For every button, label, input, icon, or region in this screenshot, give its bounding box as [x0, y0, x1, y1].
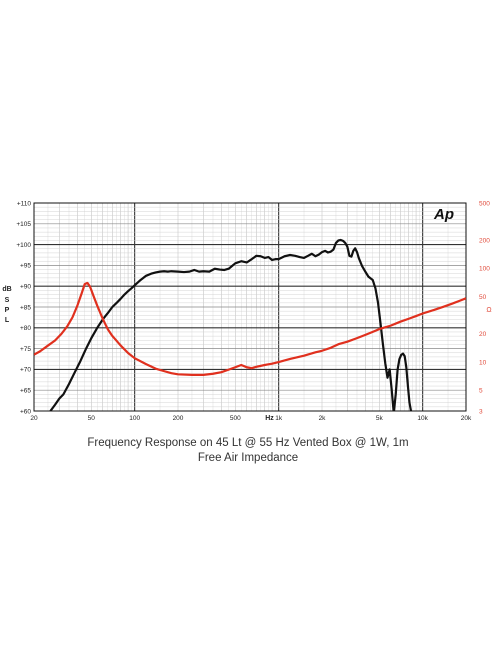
right-tick-label: 200 [479, 238, 490, 245]
caption-line-2: Free Air Impedance [197, 452, 299, 464]
caption-line-1: Frequency Response on 45 Lt @ 55 Hz Vent… [87, 437, 409, 449]
axis-labels: Hz dB SPL Ω [2, 286, 491, 422]
left-tick-label: +85 [20, 304, 31, 311]
right-tick-label: 500 [479, 200, 490, 207]
left-tick-label: +105 [16, 221, 31, 228]
y-axis-label-left-char: S [5, 297, 10, 304]
x-tick-label: 50 [88, 415, 96, 422]
x-axis-label: Hz [265, 415, 274, 422]
x-tick-label: 200 [173, 415, 184, 422]
series-group [34, 238, 466, 411]
left-tick-label: +90 [20, 284, 31, 291]
x-tick-label: 2k [319, 415, 327, 422]
left-tick-label: +95 [20, 263, 31, 270]
y-axis-label-left-char: P [5, 307, 10, 314]
left-tick-label: +65 [20, 388, 31, 395]
right-tick-label: 3 [479, 408, 483, 415]
right-tick-label: 20 [479, 331, 487, 338]
y-axis-label-left: dB [2, 286, 11, 293]
right-tick-label: 10 [479, 359, 487, 366]
right-axis-ticks: 3 5 10 20 50 100 200 500 [479, 200, 490, 415]
x-tick-label: 5k [376, 415, 384, 422]
x-tick-label: 20k [461, 415, 472, 422]
y-axis-label-left-char: L [5, 317, 10, 324]
x-tick-label: 1k [275, 415, 283, 422]
left-tick-label: +60 [20, 408, 31, 415]
right-tick-label: 50 [479, 294, 487, 301]
ap-logo: Ap [433, 206, 454, 223]
plot-border [33, 202, 467, 412]
x-axis-ticks: 20 50 100 200 500 1k 2k 5k 10k 20k [30, 415, 472, 422]
spl-response-line [49, 238, 413, 411]
x-tick-label: 100 [129, 415, 140, 422]
ap-logo-text: Ap [433, 206, 454, 223]
x-tick-label: 500 [230, 415, 241, 422]
impedance-line [34, 281, 466, 376]
x-tick-label: 10k [417, 415, 428, 422]
left-tick-label: +100 [16, 242, 31, 249]
left-tick-label: +110 [17, 200, 32, 207]
right-tick-label: 100 [479, 266, 490, 273]
left-tick-label: +75 [20, 346, 31, 353]
left-tick-label: +80 [20, 325, 31, 332]
x-tick-label: 20 [30, 415, 38, 422]
y-axis-label-right: Ω [486, 307, 491, 314]
left-axis-ticks: +60 +65 +70 +75 +80 +85 +90 +95 +100 +105 +110 [16, 200, 31, 415]
left-tick-label: +70 [20, 367, 31, 374]
right-tick-label: 5 [479, 388, 483, 395]
